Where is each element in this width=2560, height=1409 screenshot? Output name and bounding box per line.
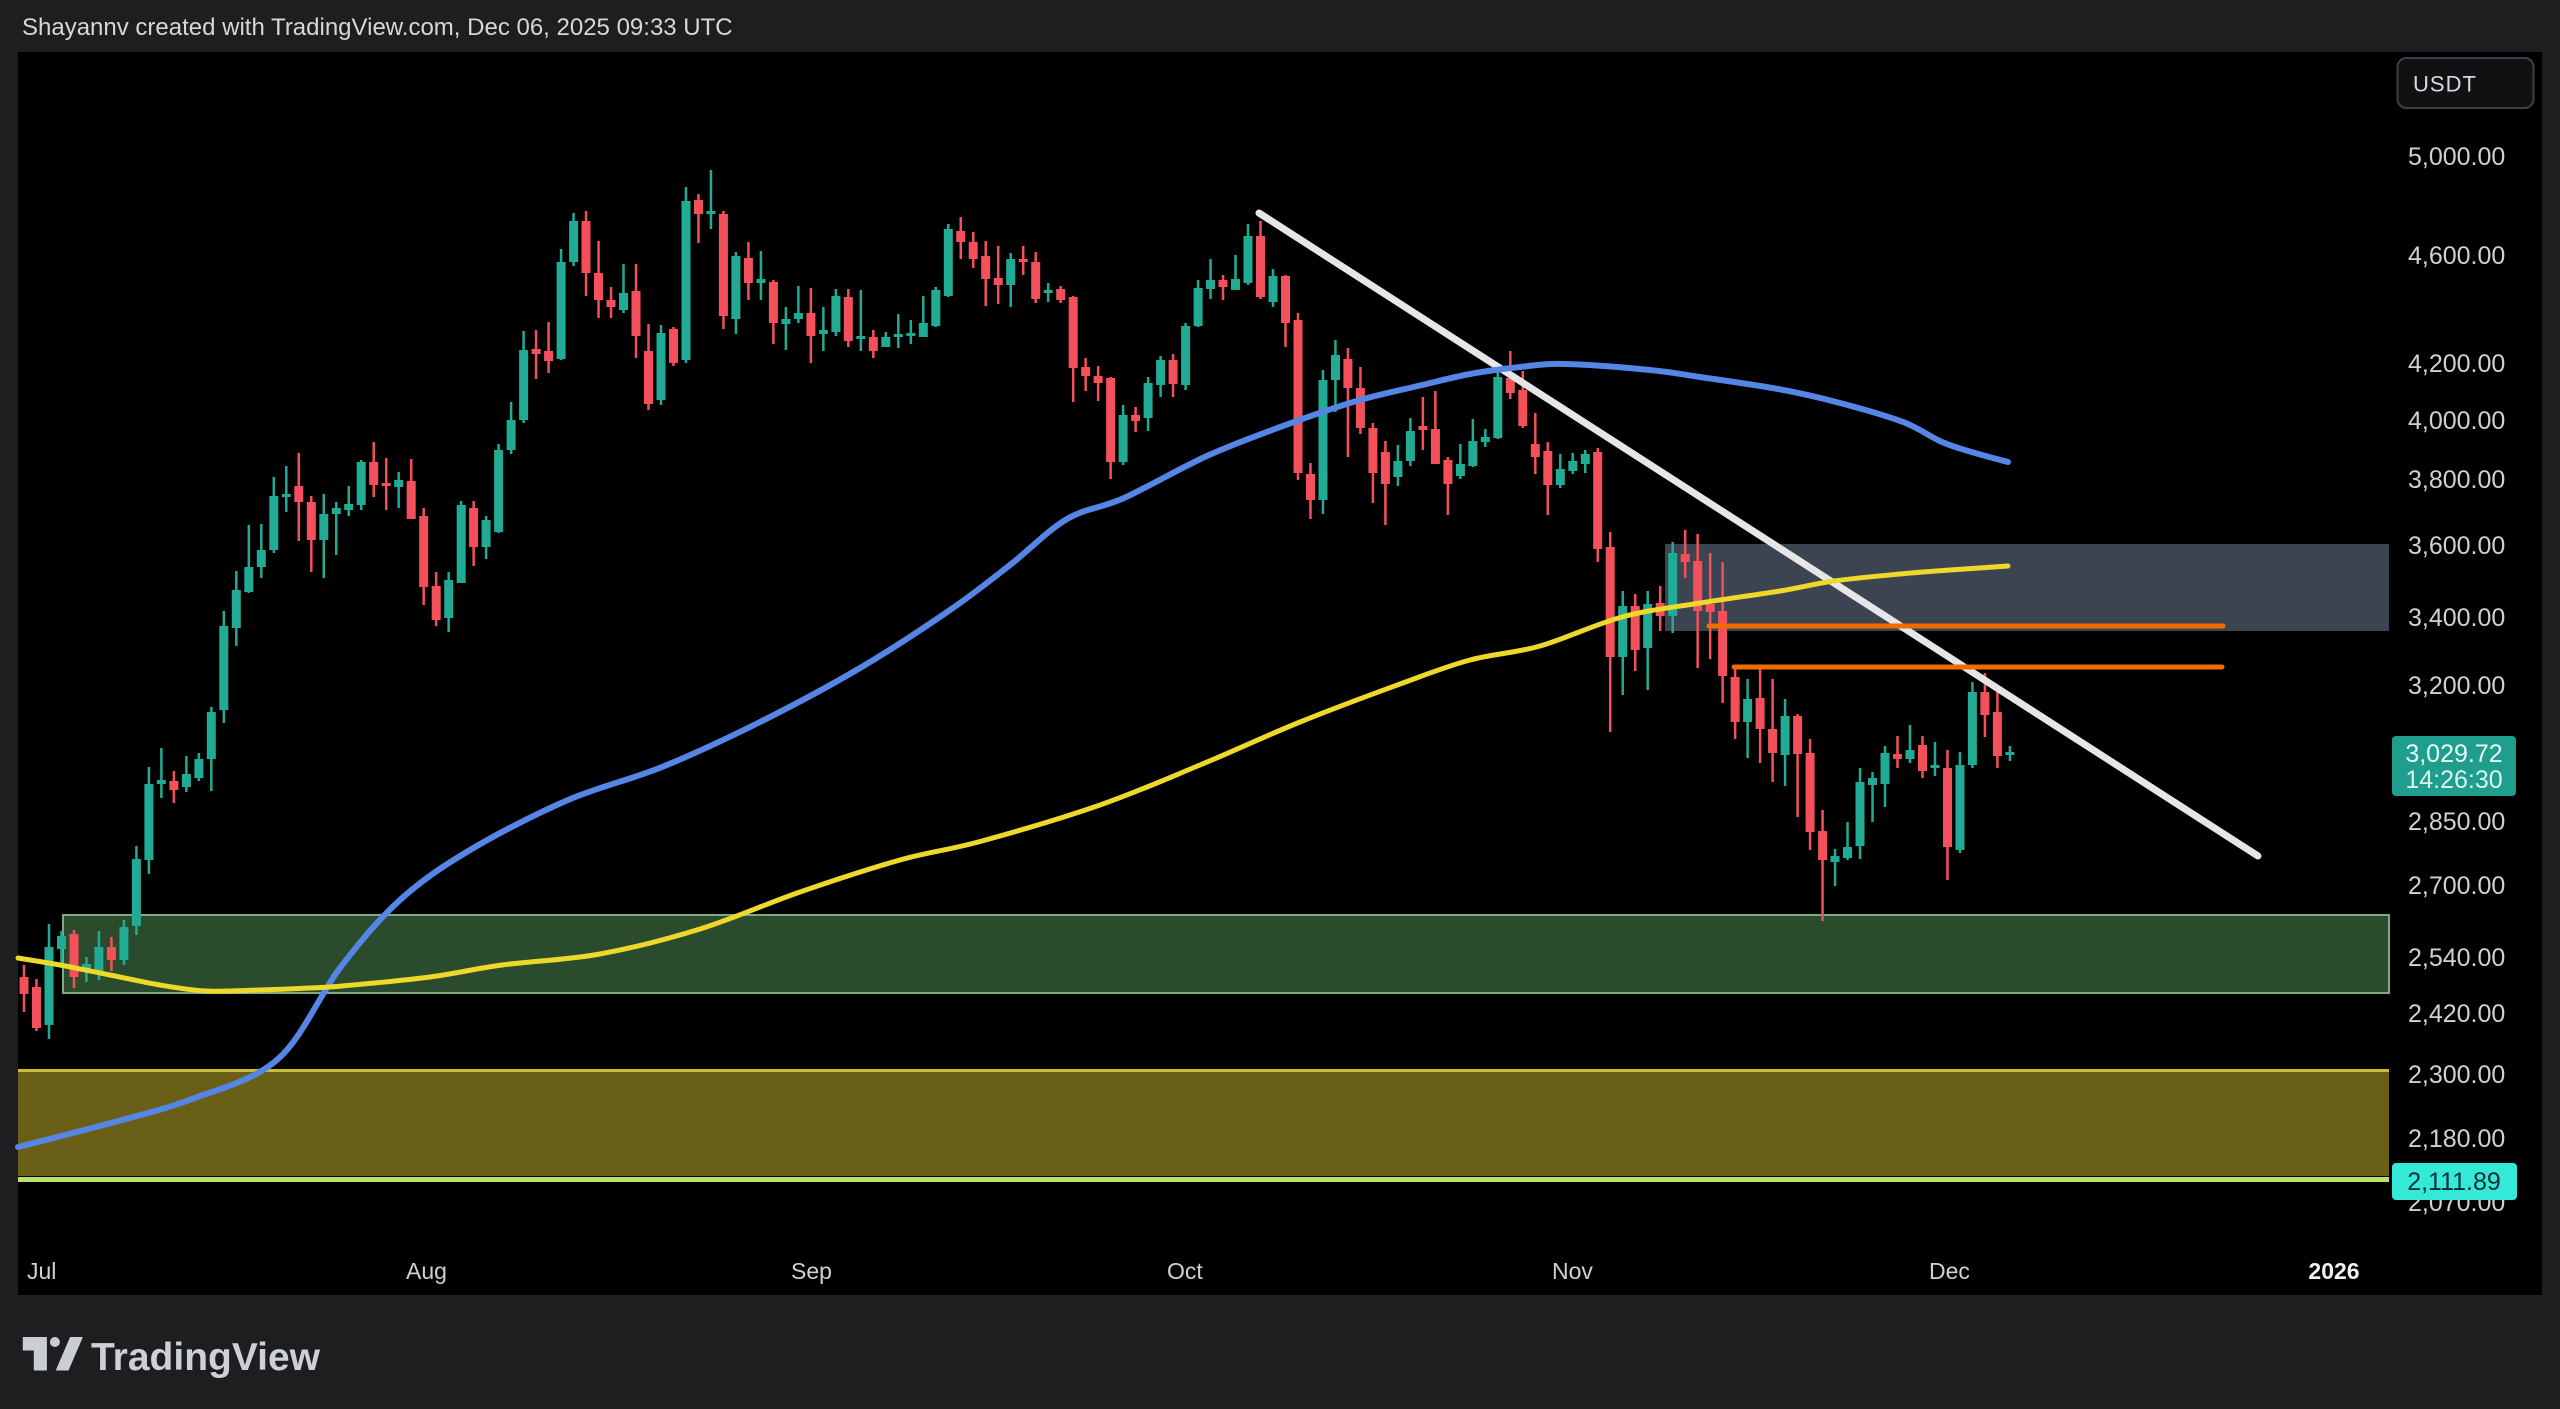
- svg-text:Jul: Jul: [27, 1258, 56, 1284]
- svg-text:Sep: Sep: [791, 1258, 832, 1284]
- svg-text:3,200.00: 3,200.00: [2408, 672, 2505, 700]
- svg-text:4,600.00: 4,600.00: [2408, 242, 2505, 270]
- svg-text:Aug: Aug: [406, 1258, 447, 1284]
- svg-text:2026: 2026: [2308, 1258, 2359, 1284]
- svg-text:14:26:30: 14:26:30: [2405, 766, 2502, 794]
- svg-text:3,029.72: 3,029.72: [2405, 740, 2502, 768]
- svg-text:2,850.00: 2,850.00: [2408, 808, 2505, 836]
- svg-text:3,600.00: 3,600.00: [2408, 532, 2505, 560]
- svg-text:3,800.00: 3,800.00: [2408, 466, 2505, 494]
- svg-text:3,400.00: 3,400.00: [2408, 604, 2505, 632]
- svg-text:2,700.00: 2,700.00: [2408, 872, 2505, 900]
- svg-text:5,000.00: 5,000.00: [2408, 143, 2505, 171]
- svg-text:2,540.00: 2,540.00: [2408, 944, 2505, 972]
- svg-text:2,180.00: 2,180.00: [2408, 1125, 2505, 1153]
- svg-text:2,300.00: 2,300.00: [2408, 1061, 2505, 1089]
- svg-text:Dec: Dec: [1929, 1258, 1970, 1284]
- svg-text:4,200.00: 4,200.00: [2408, 350, 2505, 378]
- svg-text:2,420.00: 2,420.00: [2408, 1000, 2505, 1028]
- svg-text:USDT: USDT: [2413, 72, 2477, 97]
- svg-text:Oct: Oct: [1167, 1258, 1203, 1284]
- svg-text:TradingView: TradingView: [91, 1336, 321, 1379]
- svg-text:Nov: Nov: [1552, 1258, 1593, 1284]
- svg-text:4,000.00: 4,000.00: [2408, 407, 2505, 435]
- svg-text:2,111.89: 2,111.89: [2407, 1168, 2501, 1196]
